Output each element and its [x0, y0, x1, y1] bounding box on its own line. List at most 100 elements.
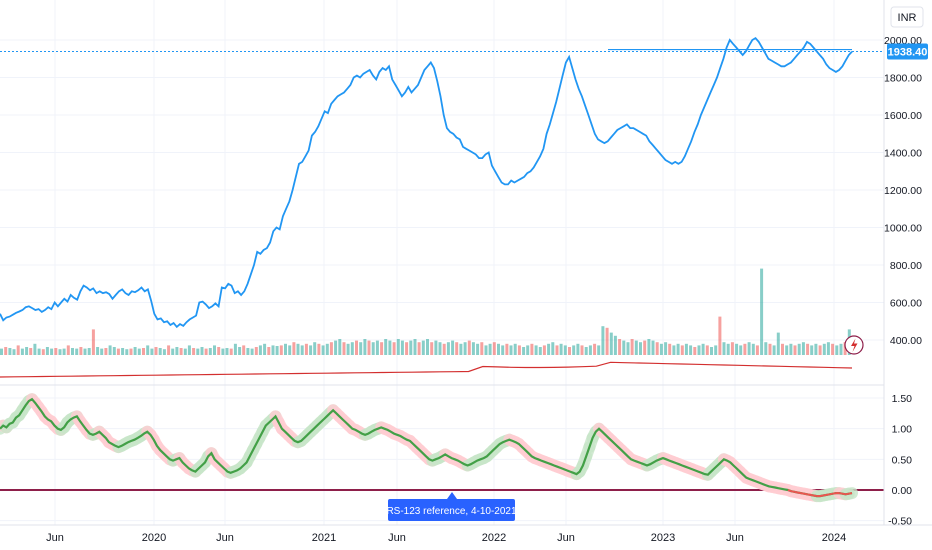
volume-bar [689, 345, 693, 355]
volume-bar [609, 332, 613, 355]
volume-bar [242, 345, 246, 355]
volume-bar [329, 342, 333, 355]
time-axis[interactable]: Jun 2020 Jun 2021 Jun 2022 Jun 2023 Jun 2024 [46, 532, 846, 544]
volume-bar [221, 348, 225, 355]
price-tick-label: 1200.00 [884, 185, 922, 197]
volume-bar [459, 343, 463, 355]
volume-bar [54, 348, 58, 355]
volume-bar [325, 343, 329, 355]
volume-bar [238, 347, 242, 355]
volume-bar [755, 345, 759, 355]
volume-bar [417, 342, 421, 355]
volume-bar [25, 347, 29, 355]
volume-bar [701, 343, 705, 355]
volume-bar [605, 327, 609, 355]
rs-tick-label: 1.00 [892, 424, 913, 436]
rs-negative-segment [832, 492, 837, 495]
volume-bar [584, 347, 588, 355]
volume-bar [33, 343, 37, 355]
rs-negative-segment [823, 493, 827, 497]
time-tick-label: 2023 [651, 532, 675, 544]
volume-bar [355, 340, 358, 355]
volume-bar [275, 346, 279, 355]
volume-bar [179, 348, 183, 355]
volume-bar [309, 345, 313, 355]
volume-bar [187, 345, 191, 355]
volume-bar [538, 347, 542, 355]
volume-bar [200, 347, 204, 355]
volume-bar [279, 345, 283, 355]
volume-bar [167, 345, 171, 355]
rs-negative-segment [787, 489, 792, 493]
rs-axis[interactable]: 1.50 1.00 0.50 0.00 -0.50 [888, 393, 912, 528]
volume-pane[interactable] [0, 268, 851, 355]
volume-bar [183, 348, 187, 355]
volume-bar [797, 343, 801, 355]
flash-icon[interactable] [844, 335, 864, 355]
volume-bar [814, 343, 818, 355]
volume-bar [0, 348, 3, 355]
volume-bar [380, 342, 384, 355]
time-tick-label: 2024 [822, 532, 846, 544]
volume-bar [626, 342, 630, 355]
rs-negative-segment [810, 493, 814, 497]
volume-bar [693, 347, 697, 355]
volume-bar [705, 345, 709, 355]
volume-bar [505, 343, 509, 355]
volume-bar [426, 339, 429, 355]
volume-bar [839, 343, 843, 355]
volume-bar [718, 316, 722, 355]
volume-bar [768, 343, 772, 355]
volume-bar [760, 268, 764, 355]
volume-bar [375, 340, 379, 355]
volume-bar [818, 345, 822, 355]
volume-bar [338, 339, 342, 355]
rs-negative-segment [826, 493, 830, 496]
volume-bar [41, 349, 45, 355]
volume-bar [250, 348, 254, 355]
last-price-tag: 1938.40 [887, 43, 928, 60]
volume-bar [613, 335, 617, 355]
reference-marker [447, 492, 457, 499]
volume-bar [597, 345, 601, 355]
rs-pane[interactable] [0, 393, 884, 503]
volume-bar [204, 348, 208, 355]
volume-bar [697, 345, 701, 355]
volume-bar [129, 348, 133, 355]
volume-bar [643, 340, 647, 355]
rs-tick-label: -0.50 [888, 516, 912, 528]
volume-bar [12, 349, 16, 355]
price-pane[interactable] [0, 36, 884, 329]
volume-bar [388, 340, 392, 355]
volume-bar [91, 329, 95, 355]
rs-negative-segment [790, 490, 795, 493]
volume-bar [58, 349, 62, 355]
volume-bar [133, 347, 137, 355]
volume-bar [735, 343, 739, 355]
volume-bar [196, 348, 200, 355]
volume-bar [4, 347, 8, 355]
volume-bar [142, 348, 145, 355]
volume-bar [655, 342, 659, 355]
volume-bar [146, 345, 150, 355]
volume-bar [664, 342, 668, 355]
rs-glow [0, 393, 858, 503]
time-tick-label: Jun [557, 532, 575, 544]
volume-bar [684, 343, 688, 355]
volume-bar [568, 347, 571, 355]
volume-bar [476, 343, 480, 355]
rs-negative-segment [807, 493, 811, 496]
price-axis[interactable]: 2000.001800.001600.001400.001200.001000.… [884, 35, 922, 347]
currency-button[interactable]: INR [890, 6, 924, 28]
volume-bar [534, 345, 538, 355]
reference-callout[interactable]: RS-123 reference, 4-10-2021 [386, 492, 517, 521]
volume-bar [522, 347, 526, 355]
volume-bar [843, 342, 847, 355]
volume-bar [471, 342, 475, 355]
volume-bar [726, 343, 730, 355]
volume-bar [676, 343, 680, 355]
volume-bar [714, 345, 718, 355]
volume-bar [254, 347, 258, 355]
volume-bar [789, 343, 793, 355]
